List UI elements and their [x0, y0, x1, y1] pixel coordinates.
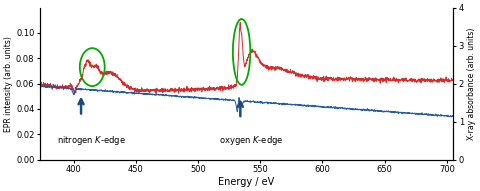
- Text: nitrogen $K$-edge: nitrogen $K$-edge: [57, 134, 125, 147]
- X-axis label: Energy / eV: Energy / eV: [218, 177, 275, 187]
- Text: oxygen $K$-edge: oxygen $K$-edge: [219, 134, 284, 147]
- Y-axis label: X-ray absorbance (arb. units): X-ray absorbance (arb. units): [467, 27, 476, 140]
- Y-axis label: EPR intensity (arb. units): EPR intensity (arb. units): [4, 36, 13, 132]
